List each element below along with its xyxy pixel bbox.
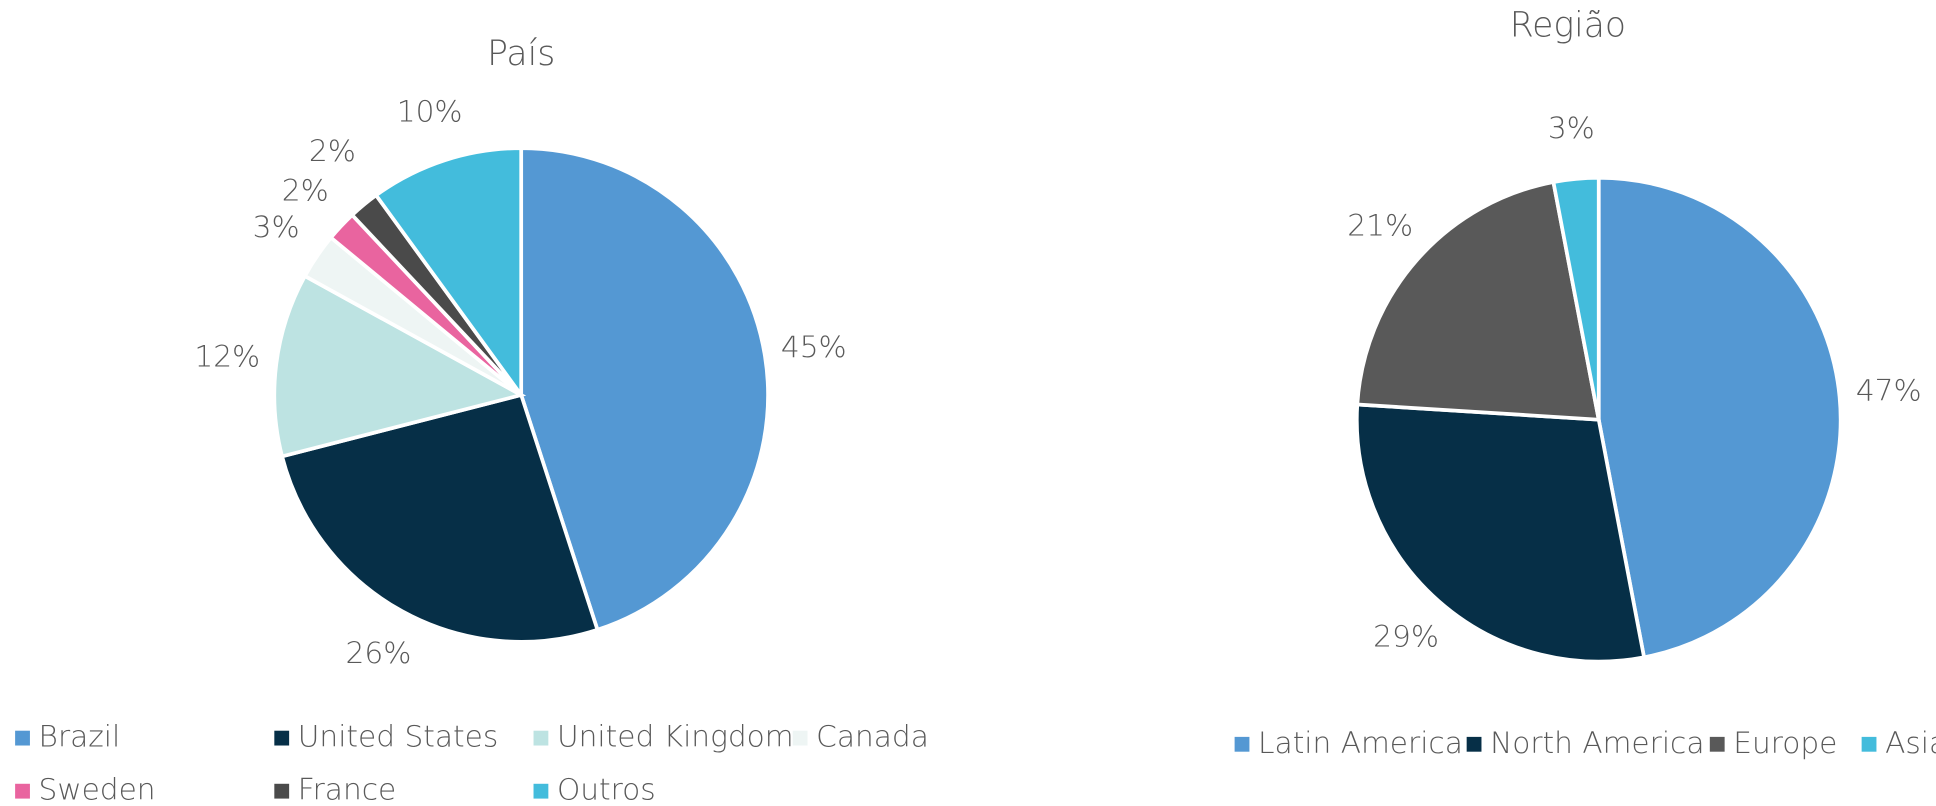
data-label: 2% [282, 174, 329, 208]
data-label: 10% [397, 95, 463, 129]
pie-slice [519, 146, 770, 633]
pie-slice [1596, 175, 1843, 660]
legend-label: France [298, 773, 396, 806]
legend-swatch [533, 730, 549, 746]
legend-label: Asia [1885, 726, 1936, 760]
legend-swatch [1861, 736, 1877, 752]
pie-slice [279, 392, 600, 644]
data-label: 3% [1548, 111, 1595, 145]
data-label: 45% [781, 330, 847, 364]
legend-swatch [792, 730, 808, 746]
legend-label: Sweden [39, 773, 156, 806]
pie-slice [373, 146, 524, 401]
legend-swatch [274, 783, 290, 799]
data-label: 3% [253, 210, 300, 244]
pie-slice [1355, 179, 1601, 422]
legend-label: Europe [1733, 726, 1837, 760]
legend-swatch [1466, 736, 1482, 752]
legend-label: United States [298, 720, 499, 754]
data-label: 47% [1856, 374, 1922, 408]
legend-swatch [1709, 736, 1725, 752]
legend-swatch [15, 730, 30, 746]
data-label: 21% [1347, 209, 1413, 243]
legend-label: United Kingdom [557, 720, 794, 754]
legend-swatch [274, 730, 290, 746]
legend-label: North America [1490, 726, 1704, 760]
data-label: 26% [346, 636, 412, 670]
legend-swatch [15, 783, 30, 799]
chart-title: País [487, 34, 555, 74]
data-label: 29% [1373, 620, 1439, 654]
pie-slice [1354, 402, 1647, 664]
pie-slice [1551, 175, 1601, 421]
legend-swatch [533, 783, 549, 799]
pie-slice [272, 273, 527, 459]
chart-title: Região [1510, 6, 1626, 46]
legend-label: Latin America [1258, 726, 1463, 760]
legend-swatch [1234, 736, 1250, 752]
data-label: 12% [194, 339, 260, 373]
data-label: 2% [309, 134, 356, 168]
legend-label: Outros [557, 773, 656, 806]
legend-label: Canada [816, 720, 929, 754]
legend-label: Brazil [39, 720, 121, 754]
